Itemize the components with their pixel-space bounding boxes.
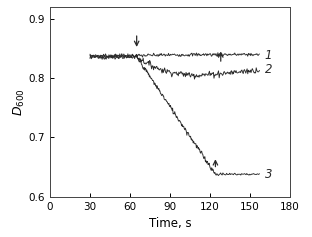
Text: 3: 3 (265, 168, 272, 181)
Text: 2: 2 (265, 64, 272, 76)
Y-axis label: $D_{600}$: $D_{600}$ (12, 88, 27, 116)
Text: 1: 1 (265, 49, 272, 62)
X-axis label: Time, s: Time, s (149, 217, 191, 230)
